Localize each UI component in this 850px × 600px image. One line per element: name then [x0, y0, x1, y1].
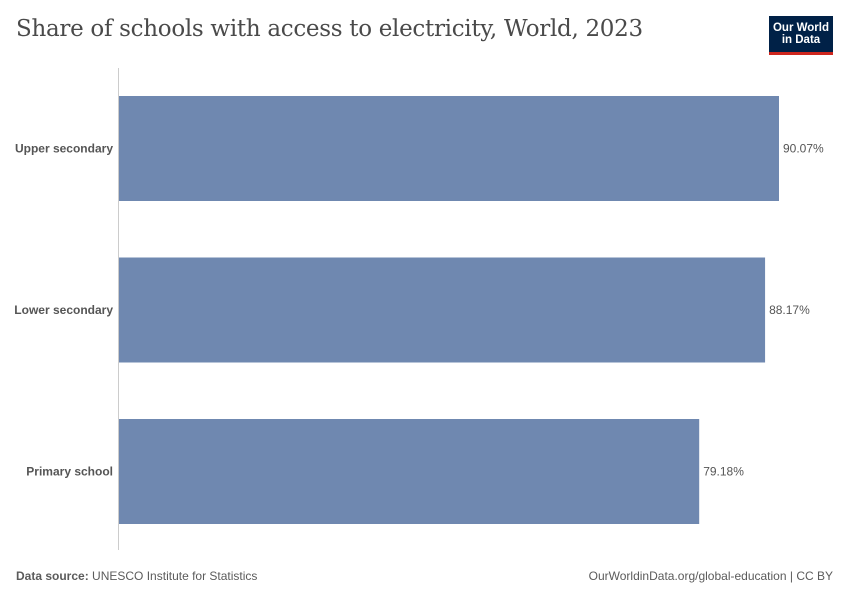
- category-label: Primary school: [26, 465, 113, 479]
- logo-line1: Our World: [772, 22, 829, 34]
- source-label: Data source:: [16, 569, 89, 583]
- source-text: UNESCO Institute for Statistics: [92, 569, 258, 583]
- logo-line2: in Data: [781, 34, 821, 46]
- value-label: 88.17%: [769, 303, 810, 317]
- value-label: 90.07%: [783, 142, 824, 156]
- value-label: 79.18%: [703, 465, 744, 479]
- category-label: Lower secondary: [14, 303, 113, 317]
- data-source: Data source: UNESCO Institute for Statis…: [16, 569, 257, 583]
- bar[interactable]: [119, 96, 779, 201]
- bar[interactable]: [119, 419, 700, 524]
- bar[interactable]: [119, 257, 766, 363]
- footer-url[interactable]: OurWorldinData.org/global-education | CC…: [588, 569, 833, 583]
- category-label: Upper secondary: [15, 142, 113, 156]
- owid-logo[interactable]: Our World in Data: [769, 16, 833, 55]
- chart-title: Share of schools with access to electric…: [16, 16, 643, 42]
